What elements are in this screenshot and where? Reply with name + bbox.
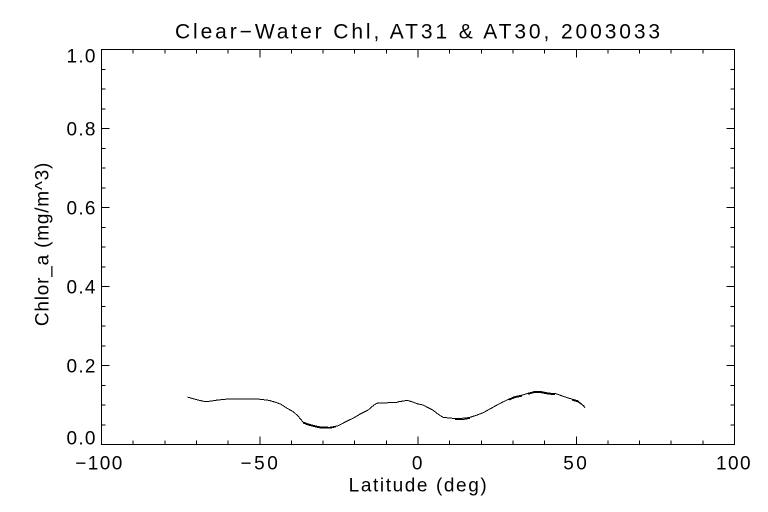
svg-text:100: 100 <box>716 453 752 474</box>
svg-text:0.2: 0.2 <box>66 357 96 378</box>
svg-text:0.8: 0.8 <box>66 120 96 141</box>
svg-text:50: 50 <box>563 453 589 474</box>
svg-text:Clear−Water Chl, AT31 & AT30,: Clear−Water Chl, AT31 & AT30, 2003033 <box>175 21 663 44</box>
svg-text:Latitude (deg): Latitude (deg) <box>349 475 489 496</box>
svg-text:0: 0 <box>412 453 424 474</box>
svg-text:0.0: 0.0 <box>66 429 96 450</box>
svg-text:Chlor_a (mg/m^3): Chlor_a (mg/m^3) <box>32 162 53 326</box>
svg-text:−50: −50 <box>241 453 281 474</box>
svg-text:1.0: 1.0 <box>66 47 96 68</box>
svg-text:0.6: 0.6 <box>66 199 96 220</box>
svg-text:0.4: 0.4 <box>66 278 96 299</box>
svg-text:−100: −100 <box>75 453 123 474</box>
